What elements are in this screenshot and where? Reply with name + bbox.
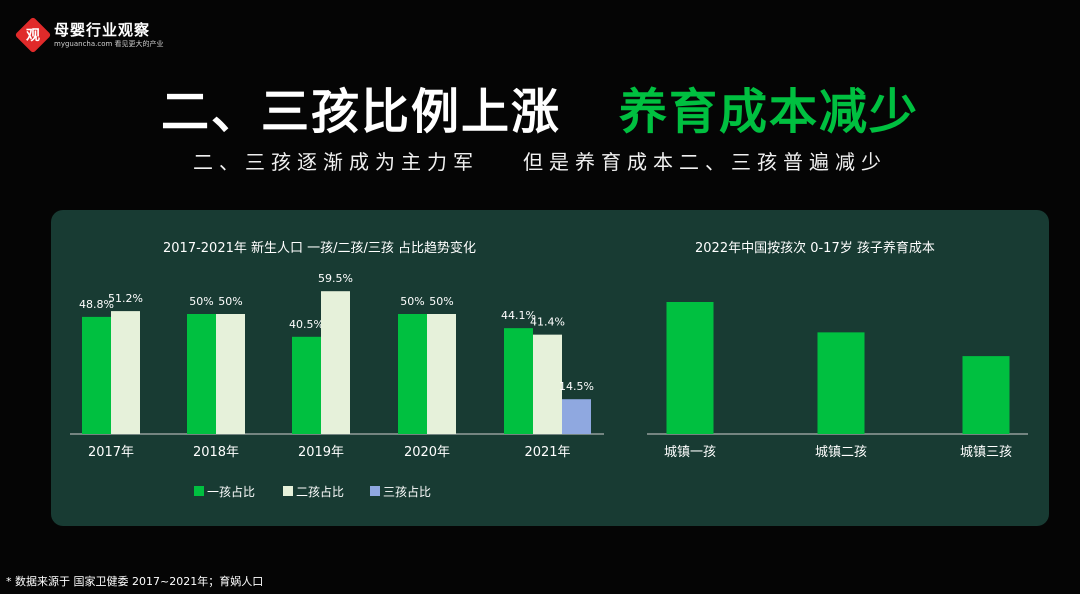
page-title: 二、三孩比例上涨 养育成本减少 <box>0 72 1080 142</box>
chart1-bar-4-1 <box>533 334 562 434</box>
chart1-legend-swatch-2 <box>370 486 380 496</box>
chart2-tick-label-2: 城镇三孩 <box>960 445 1012 460</box>
chart1-bar-2-1 <box>321 291 350 434</box>
logo-name: 母婴行业观察 <box>54 20 151 39</box>
chart1-tick-label-0: 2017年 <box>88 445 134 460</box>
chart1-data-label-3-0: 50% <box>400 295 424 308</box>
chart1-bar-4-2 <box>562 399 591 434</box>
chart1-data-label-2-0: 40.5% <box>289 318 324 331</box>
chart2-title: 2022年中国按孩次 0-17岁 孩子养育成本 <box>695 241 935 256</box>
chart1-data-label-1-1: 50% <box>218 295 242 308</box>
chart2-bar-2 <box>962 356 1010 434</box>
chart1-title: 2017-2021年 新生人口 一孩/二孩/三孩 占比趋势变化 <box>163 241 477 256</box>
chart1-legend-label-2: 三孩占比 <box>383 484 431 499</box>
chart2-tick-label-1: 城镇二孩 <box>815 445 867 460</box>
chart1-legend-label-1: 二孩占比 <box>296 484 344 499</box>
chart1-data-label-0-0: 48.8% <box>79 298 114 311</box>
title-right: 养育成本减少 <box>619 84 920 140</box>
subtitle-right: 但是养育成本二、三孩普遍减少 <box>523 150 887 174</box>
logo-subtitle: myguancha.com 看见更大的产业 <box>54 39 164 48</box>
chart1-data-label-3-1: 50% <box>429 295 453 308</box>
chart1-data-label-4-1: 41.4% <box>530 316 565 329</box>
logo: 观 母婴行业观察 myguancha.com 看见更大的产业 <box>14 16 164 54</box>
chart1-bar-0-0 <box>82 316 111 434</box>
chart1-bar-3-0 <box>398 314 427 434</box>
footnote: * 数据来源于 国家卫健委 2017~2021年；育娲人口 <box>6 575 264 588</box>
chart1-legend-label-0: 一孩占比 <box>207 484 255 499</box>
subtitle-left: 二、三孩逐渐成为主力军 <box>193 150 479 174</box>
chart2-bar-1 <box>817 332 865 434</box>
chart1-tick-label-3: 2020年 <box>404 445 450 460</box>
chart1-bar-1-0 <box>187 314 216 434</box>
chart2-bar-0 <box>666 302 714 434</box>
chart1-tick-label-4: 2021年 <box>524 445 570 460</box>
title-left: 二、三孩比例上涨 <box>160 84 561 140</box>
chart1-data-label-2-1: 59.5% <box>318 272 353 285</box>
chart1-data-label-1-0: 50% <box>189 295 213 308</box>
chart1-data-label-4-0: 44.1% <box>501 309 536 322</box>
page-subtitle: 二、三孩逐渐成为主力军 但是养育成本二、三孩普遍减少 <box>0 146 1080 175</box>
chart1-bar-1-1 <box>216 314 245 434</box>
chart1-tick-label-1: 2018年 <box>193 445 239 460</box>
chart1-legend-swatch-1 <box>283 486 293 496</box>
chart1-bar-2-0 <box>292 336 321 434</box>
chart1-tick-label-2: 2019年 <box>298 445 344 460</box>
chart1-bar-4-0 <box>504 328 533 434</box>
chart1-data-label-4-2: 14.5% <box>559 380 594 393</box>
chart1-data-label-0-1: 51.2% <box>108 292 143 305</box>
chart1-bar-3-1 <box>427 314 456 434</box>
chart1-bar-0-1 <box>111 311 140 434</box>
chart1-legend-swatch-0 <box>194 486 204 496</box>
chart2-tick-label-0: 城镇一孩 <box>664 445 716 460</box>
